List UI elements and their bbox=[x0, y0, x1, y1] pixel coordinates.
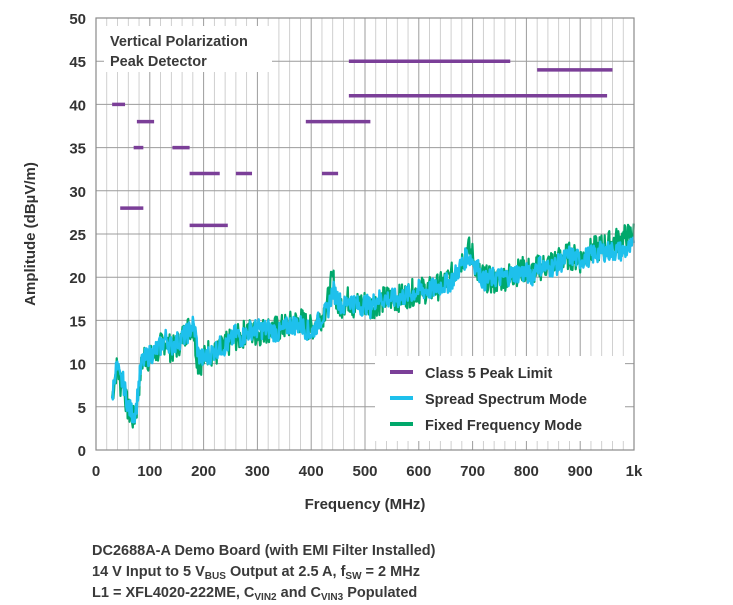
annotation-box: Vertical Polarization Peak Detector bbox=[104, 26, 272, 72]
x-tick-label: 1k bbox=[626, 463, 643, 480]
y-tick-label: 50 bbox=[69, 11, 86, 28]
y-tick-label: 45 bbox=[69, 54, 86, 71]
spread-spectrum-trace bbox=[110, 236, 635, 424]
x-tick-label: 400 bbox=[299, 463, 324, 480]
legend-label-spread: Spread Spectrum Mode bbox=[425, 392, 587, 408]
annotation-line-2: Peak Detector bbox=[110, 54, 207, 70]
x-tick-label: 700 bbox=[460, 463, 485, 480]
caption-line-1: DC2688A-A Demo Board (with EMI Filter In… bbox=[92, 543, 436, 559]
y-tick-label: 5 bbox=[78, 400, 86, 417]
x-tick-label: 0 bbox=[92, 463, 100, 480]
caption-line-3: L1 = XFL4020-222ME, CVIN2 and CVIN3 Popu… bbox=[92, 585, 418, 603]
x-tick-label: 100 bbox=[137, 463, 162, 480]
annotation-line-1: Vertical Polarization bbox=[110, 34, 248, 50]
y-tick-label: 35 bbox=[69, 141, 86, 158]
caption-line-2: 14 V Input to 5 VBUS Output at 2.5 A, fS… bbox=[92, 564, 420, 582]
x-tick-label: 500 bbox=[352, 463, 377, 480]
y-tick-labels: 0 5 10 15 20 25 30 35 40 45 50 bbox=[69, 11, 86, 460]
y-tick-label: 20 bbox=[69, 270, 86, 287]
legend-label-limit: Class 5 Peak Limit bbox=[425, 366, 553, 382]
plot-frame bbox=[95, 17, 635, 451]
x-tick-label: 900 bbox=[568, 463, 593, 480]
x-tick-labels: 0 100 200 300 400 500 600 700 800 900 1k bbox=[92, 463, 643, 480]
y-tick-label: 40 bbox=[69, 97, 86, 114]
y-axis-label: Amplitude (dBµV/m) bbox=[22, 162, 39, 306]
x-tick-label: 300 bbox=[245, 463, 270, 480]
x-tick-label: 600 bbox=[406, 463, 431, 480]
limit-segments bbox=[112, 59, 613, 228]
legend: Class 5 Peak Limit Spread Spectrum Mode … bbox=[375, 356, 625, 441]
x-tick-label: 800 bbox=[514, 463, 539, 480]
y-tick-label: 15 bbox=[69, 313, 86, 330]
y-tick-label: 25 bbox=[69, 227, 86, 244]
figure-caption: DC2688A-A Demo Board (with EMI Filter In… bbox=[92, 541, 692, 604]
y-tick-label: 0 bbox=[78, 443, 86, 460]
legend-box bbox=[375, 356, 625, 441]
legend-label-fixed: Fixed Frequency Mode bbox=[425, 418, 582, 434]
emi-chart: Vertical Polarization Peak Detector 0 100… bbox=[22, 11, 643, 513]
traces bbox=[110, 223, 635, 429]
y-tick-label: 30 bbox=[69, 184, 86, 201]
y-tick-label: 10 bbox=[69, 357, 86, 374]
x-axis-label: Frequency (MHz) bbox=[305, 496, 426, 513]
x-tick-label: 200 bbox=[191, 463, 216, 480]
